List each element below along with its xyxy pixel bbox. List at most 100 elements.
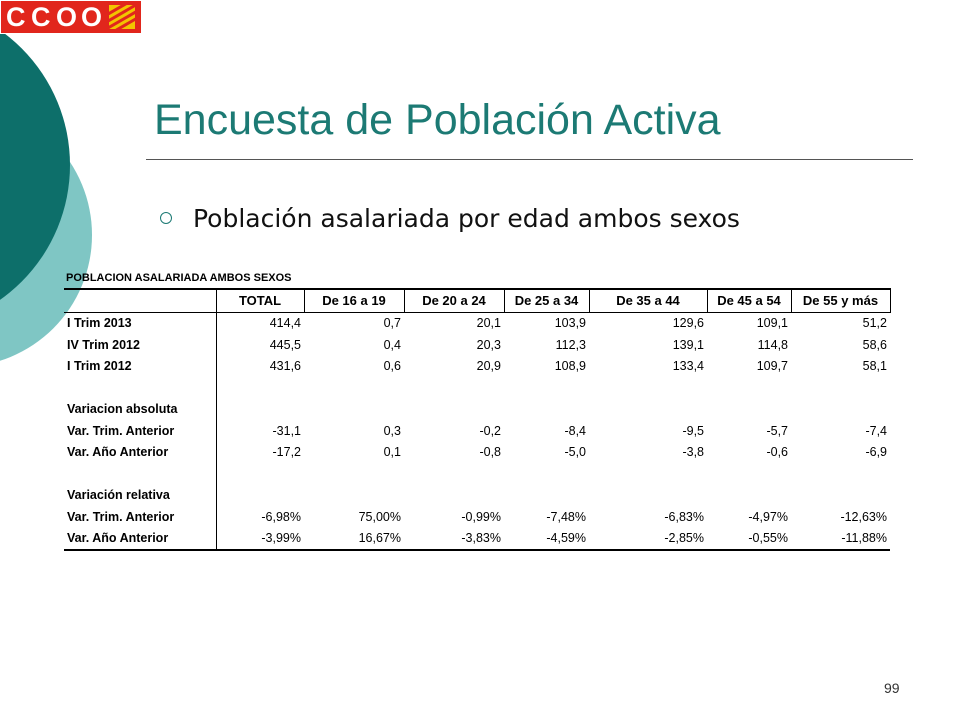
- table-row: Var. Trim. Anterior -31,1 0,3 -0,2 -8,4 -9,5 -…: [64, 420, 890, 442]
- table-cell: 431,6: [269, 359, 301, 374]
- logo-letter: O: [81, 2, 103, 32]
- table-cell: -8,4: [564, 423, 586, 438]
- table-cell: [304, 399, 404, 421]
- table-cell: [707, 485, 791, 507]
- table-section-row: Variación relativa: [64, 484, 890, 507]
- table-cell: 20,3: [476, 337, 501, 352]
- table-cell: 0,4: [383, 337, 401, 352]
- page-number: 99: [884, 680, 900, 696]
- table-cell: [404, 377, 504, 399]
- table-cell: 112,3: [555, 337, 586, 352]
- table-cell: -6,98%: [261, 509, 301, 524]
- table-spacer-row: [64, 377, 890, 399]
- dark-teal-circle: [0, 30, 70, 300]
- table-cell: 0,6: [383, 359, 401, 374]
- table-cell: [304, 485, 404, 507]
- header-cell: De 55 y más: [790, 288, 891, 313]
- table-cell: 129,6: [672, 316, 704, 331]
- table-cell: 103,9: [554, 316, 586, 331]
- table-cell: [304, 463, 404, 485]
- table-cell: [504, 377, 589, 399]
- table-cell: [216, 377, 304, 399]
- table-cell: -17,2: [272, 445, 302, 460]
- table-cell: [589, 485, 707, 507]
- aragon-flag-icon: [109, 5, 135, 29]
- table-cell: -0,8: [479, 445, 501, 460]
- logo-letter: O: [56, 2, 78, 32]
- table-cell: 445,5: [269, 337, 301, 352]
- hollow-circle-bullet-icon: [160, 212, 172, 224]
- table-cell: [404, 463, 504, 485]
- table-cell: 109,1: [756, 316, 788, 331]
- table-cell: 20,1: [476, 316, 501, 331]
- table-cell: 58,6: [862, 337, 887, 352]
- table-cell: -11,88%: [791, 527, 890, 551]
- logo-letter: C: [31, 2, 51, 32]
- table-row: Var. Trim. Anterior -6,98% 75,00% -0,99% -7,…: [64, 506, 890, 528]
- table-cell: -0,99%: [461, 509, 501, 524]
- section-label: Variacion absoluta: [64, 398, 217, 420]
- table-row: Var. Año Anterior -3,99% 16,67% -3,83% -4,59…: [64, 527, 890, 551]
- table-cell: 414,4: [269, 316, 301, 331]
- table-cell: -4,97%: [748, 509, 788, 524]
- table-cell: [216, 463, 304, 485]
- table-cell: -0,55%: [707, 527, 791, 551]
- row-label: Var. Año Anterior: [64, 441, 217, 463]
- header-cell: De 16 a 19: [303, 288, 405, 313]
- header-cell: De 35 a 44: [588, 288, 708, 313]
- table-row: I Trim 2012 431,6 0,6 20,9 108,9 133,4 109,7 58…: [64, 355, 890, 377]
- table-cell: [589, 377, 707, 399]
- table-cell: [589, 463, 707, 485]
- table-cell: -7,4: [865, 423, 887, 438]
- header-cell: De 45 a 54: [706, 288, 792, 313]
- table-cell: 109,7: [756, 359, 788, 374]
- page-title: Encuesta de Población Activa: [154, 96, 721, 144]
- table-cell: -31,1: [272, 423, 302, 438]
- table-cell: -3,8: [682, 445, 704, 460]
- table-cell: 51,2: [862, 316, 887, 331]
- table-cell: [707, 377, 791, 399]
- table-cell: 75,00%: [358, 509, 401, 524]
- section-label: Variación relativa: [64, 484, 217, 506]
- row-label: IV Trim 2012: [64, 334, 217, 356]
- table-cell: [791, 377, 890, 399]
- table-title: POBLACION ASALARIADA AMBOS SEXOS: [66, 272, 292, 284]
- table-cell: [791, 485, 890, 507]
- ccoo-logo: C C O O: [0, 0, 143, 34]
- table-cell: 139,1: [672, 337, 704, 352]
- population-table: TOTAL De 16 a 19 De 20 a 24 De 25 a 34 D…: [64, 288, 891, 551]
- header-cell: De 20 a 24: [403, 288, 505, 313]
- table-cell: [707, 463, 791, 485]
- table-cell: -0,6: [766, 445, 788, 460]
- table-cell: [216, 399, 304, 421]
- table-cell: 114,8: [757, 337, 788, 352]
- row-label: Var. Año Anterior: [64, 527, 217, 551]
- table-cell: 58,1: [862, 359, 887, 374]
- header-blank-cell: [64, 288, 217, 313]
- table-cell: -0,2: [479, 423, 501, 438]
- bullet-subtitle: Población asalariada por edad ambos sexo…: [193, 204, 740, 233]
- table-cell: [404, 485, 504, 507]
- table-cell: -12,63%: [840, 509, 887, 524]
- table-cell: -3,99%: [216, 527, 304, 551]
- row-label: [64, 377, 217, 399]
- table-cell: [707, 399, 791, 421]
- row-label: I Trim 2012: [64, 355, 217, 377]
- table-cell: [589, 399, 707, 421]
- table-cell: -4,59%: [504, 527, 589, 551]
- table-cell: -6,83%: [664, 509, 704, 524]
- table-spacer-row: [64, 463, 890, 485]
- table-cell: 133,4: [672, 359, 704, 374]
- table-cell: [504, 485, 589, 507]
- row-label: Var. Trim. Anterior: [64, 506, 217, 528]
- table-cell: [504, 399, 589, 421]
- table-cell: 0,7: [383, 316, 401, 331]
- table-cell: 108,9: [554, 359, 586, 374]
- table-row: I Trim 2013 414,4 0,7 20,1 103,9 129,6 109,1 51…: [64, 312, 890, 334]
- table-cell: -3,83%: [404, 527, 504, 551]
- table-cell: 16,67%: [304, 527, 404, 551]
- table-cell: [304, 377, 404, 399]
- table-cell: [791, 399, 890, 421]
- logo-red-background: C C O O: [1, 1, 141, 33]
- table-cell: -7,48%: [546, 509, 586, 524]
